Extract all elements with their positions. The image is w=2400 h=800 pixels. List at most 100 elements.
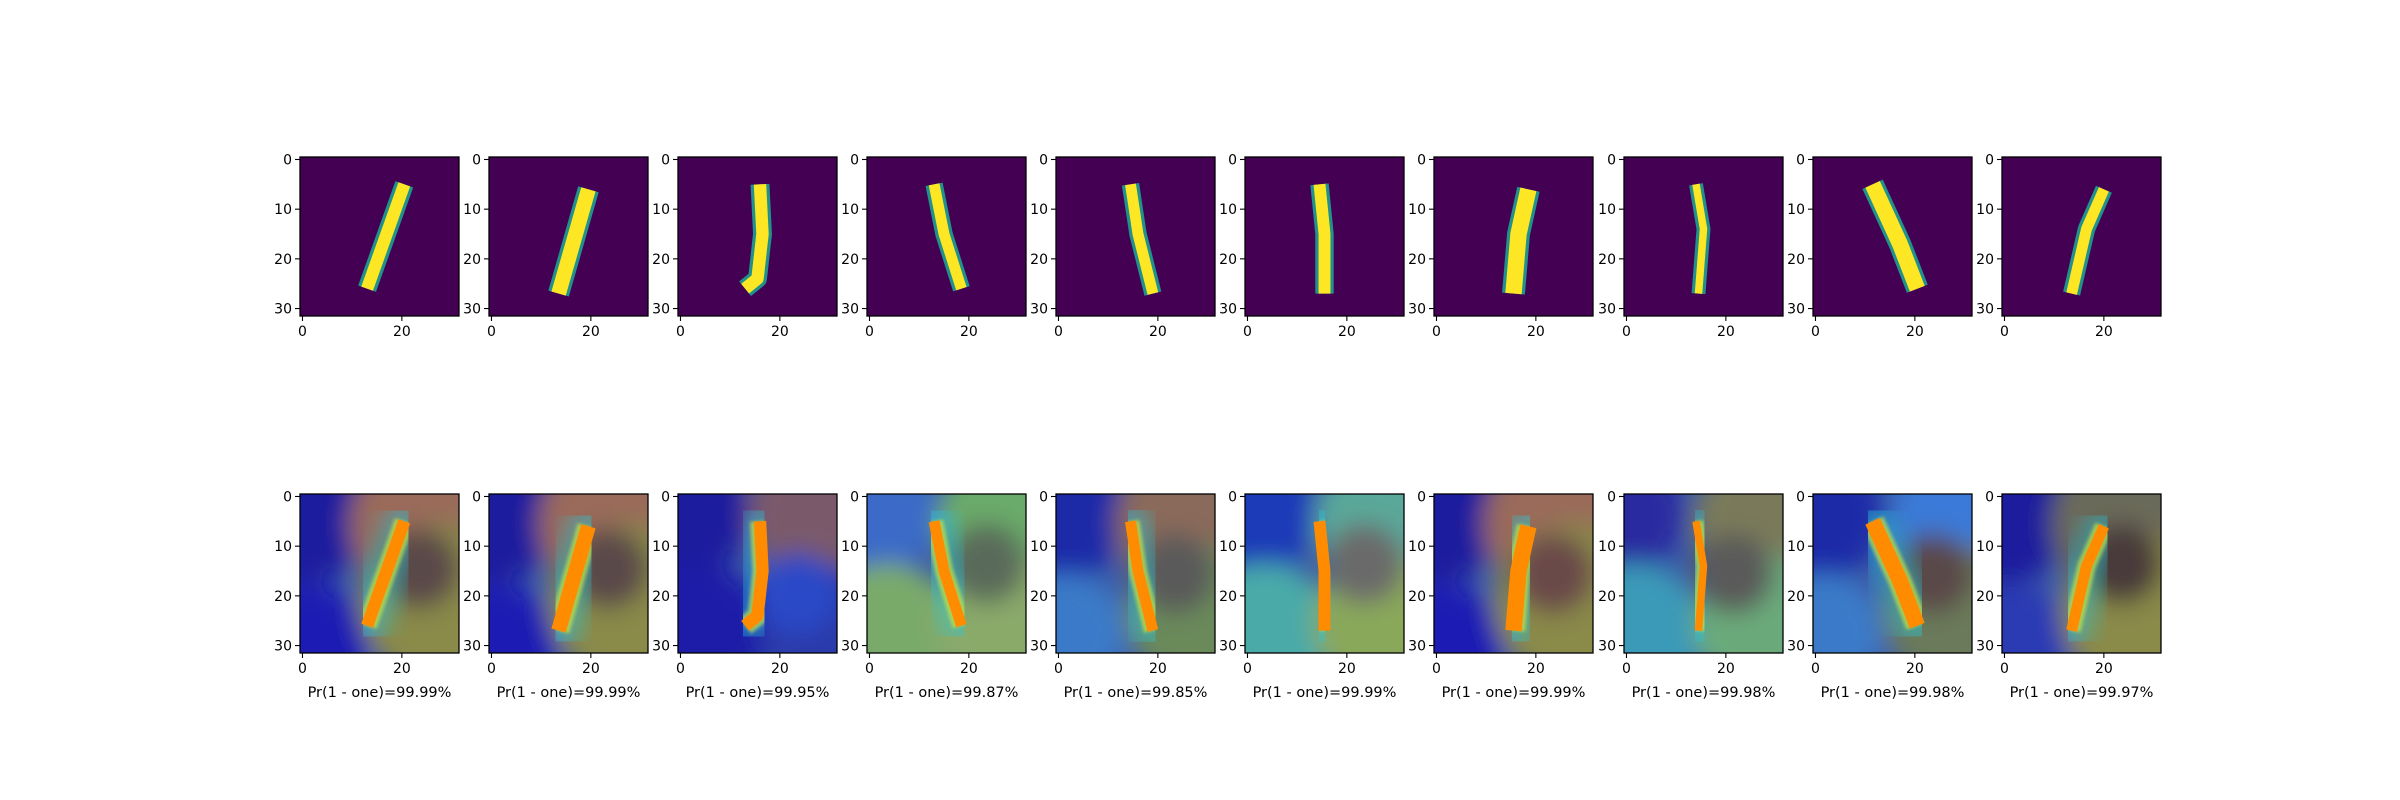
y-tick-label: 10: [1976, 202, 1994, 218]
y-tick-label: 10: [274, 539, 292, 555]
x-tick-label: 20: [582, 661, 600, 677]
saliency-panel-8: 01020300 20Pr(1 - one)=99.98%: [1564, 454, 1833, 703]
y-tick-label: 0: [661, 489, 670, 505]
y-tick-label: 10: [1219, 202, 1237, 218]
probability-caption: Pr(1 - one)=99.85%: [1064, 685, 1208, 701]
y-tick-label: 20: [1030, 252, 1048, 268]
y-tick-label: 0: [1228, 152, 1237, 168]
saliency-panel-5: 0 10 20 30 0 20 Pr(1 - one)=99.85%: [986, 444, 1275, 701]
x-tick-label: 0: [2000, 661, 2009, 677]
y-tick-label: 10: [1030, 202, 1048, 218]
x-tick-label: 20: [393, 661, 411, 677]
probability-caption: Pr(1 - one)=99.98%: [1632, 685, 1776, 701]
digit-panel-5: 0 10 20 30 0 20: [1030, 152, 1215, 340]
y-tick-label: 20: [652, 589, 670, 605]
saliency-panel-7: 0 10 20 30 0 20 Pr(1 - one)=99.99%: [1364, 444, 1653, 703]
y-tick-label: 0: [472, 489, 481, 505]
saliency-panel-4: 0 10 20 30 0 20 Pr(1 - one)=99.87%: [817, 454, 1076, 703]
y-tick-label: 30: [1408, 302, 1426, 318]
y-tick-label: 0: [1796, 489, 1805, 505]
y-tick-label: 30: [1598, 639, 1616, 655]
saliency-panel-2: 0 10 20 30 0 20 Pr(1 - one)=99.99%: [419, 444, 708, 703]
y-tick-label: 0: [1607, 489, 1616, 505]
digit-panel-3: 01020300 20: [652, 152, 837, 340]
y-tick-label: 20: [841, 252, 859, 268]
digit-overlay: [1320, 521, 1325, 630]
y-tick-label: 10: [1408, 539, 1426, 555]
y-tick-label: 10: [652, 202, 670, 218]
x-tick-label: 0: [865, 661, 874, 677]
y-tick-label: 10: [1976, 539, 1994, 555]
y-tick-label: 0: [850, 152, 859, 168]
probability-caption: Pr(1 - one)=99.98%: [1821, 685, 1965, 701]
y-tick-label: 30: [463, 639, 481, 655]
x-tick-label: 0: [1622, 324, 1631, 340]
saliency-panel-6: 0 10 20 30 0 20 Pr(1 - one)=99.99%: [1175, 444, 1454, 703]
x-tick-label: 20: [1906, 661, 1924, 677]
y-tick-label: 20: [274, 252, 292, 268]
probability-caption: Pr(1 - one)=99.99%: [1253, 685, 1397, 701]
digit-panel-10: 01020300 20: [1976, 152, 2161, 340]
x-tick-label: 0: [487, 661, 496, 677]
y-tick-label: 30: [652, 639, 670, 655]
y-tick-label: 20: [841, 589, 859, 605]
probability-caption: Pr(1 - one)=99.87%: [875, 685, 1019, 701]
y-tick-label: 30: [1219, 639, 1237, 655]
y-tick-label: 30: [841, 639, 859, 655]
saliency-panel-3: 01020300 20Pr(1 - one)=99.95%: [608, 444, 887, 703]
x-tick-label: 0: [1432, 661, 1441, 677]
y-tick-label: 30: [1408, 639, 1426, 655]
y-tick-label: 0: [1417, 152, 1426, 168]
probability-caption: Pr(1 - one)=99.99%: [308, 685, 452, 701]
y-tick-label: 20: [652, 252, 670, 268]
y-tick-label: 20: [463, 589, 481, 605]
x-tick-label: 0: [1622, 661, 1631, 677]
y-tick-label: 30: [463, 302, 481, 318]
x-tick-label: 20: [1338, 324, 1356, 340]
y-tick-label: 10: [1787, 202, 1805, 218]
y-tick-label: 0: [1796, 152, 1805, 168]
y-tick-label: 30: [274, 302, 292, 318]
x-tick-label: 0: [2000, 324, 2009, 340]
y-tick-label: 10: [1030, 539, 1048, 555]
y-tick-label: 10: [1598, 202, 1616, 218]
y-tick-label: 0: [1039, 152, 1048, 168]
y-tick-label: 30: [1598, 302, 1616, 318]
digit-panel-9: 01020300 20: [1787, 152, 1972, 340]
digit-panel-2: 01020300 20: [463, 152, 648, 340]
y-tick-label: 10: [463, 539, 481, 555]
digit-stroke: [1320, 184, 1325, 293]
x-tick-label: 0: [1432, 324, 1441, 340]
y-tick-label: 30: [1787, 302, 1805, 318]
x-tick-label: 0: [1054, 661, 1063, 677]
x-tick-label: 0: [298, 661, 307, 677]
y-tick-label: 0: [850, 489, 859, 505]
y-tick-label: 30: [1976, 639, 1994, 655]
y-tick-label: 10: [1219, 539, 1237, 555]
y-tick-label: 0: [661, 152, 670, 168]
y-tick-label: 10: [841, 202, 859, 218]
y-tick-label: 0: [1228, 489, 1237, 505]
saliency-panel-1: 0 10 20 30 0 20 Pr(1 - one)=99.99%: [230, 444, 519, 703]
y-tick-label: 30: [1030, 639, 1048, 655]
y-tick-label: 20: [1408, 252, 1426, 268]
x-tick-label: 20: [1338, 661, 1356, 677]
y-tick-label: 0: [1417, 489, 1426, 505]
digit-panel-8: 0 10 20 30 0 20: [1598, 152, 1783, 340]
x-tick-label: 20: [582, 324, 600, 340]
y-tick-label: 20: [1408, 589, 1426, 605]
digit-panel-7: 0 10 20 30 0 20: [1408, 152, 1593, 340]
probability-caption: Pr(1 - one)=99.99%: [497, 685, 641, 701]
y-tick-label: 0: [1985, 152, 1994, 168]
x-tick-label: 20: [960, 324, 978, 340]
y-tick-label: 10: [1408, 202, 1426, 218]
y-tick-label: 10: [841, 539, 859, 555]
y-tick-label: 0: [1039, 489, 1048, 505]
y-tick-label: 20: [274, 589, 292, 605]
probability-caption: Pr(1 - one)=99.97%: [2010, 685, 2154, 701]
x-tick-label: 0: [676, 324, 685, 340]
y-tick-label: 30: [841, 302, 859, 318]
x-tick-label: 20: [1717, 661, 1735, 677]
saliency-panel-10: 01020300 20Pr(1 - one)=99.97%: [1932, 444, 2221, 703]
